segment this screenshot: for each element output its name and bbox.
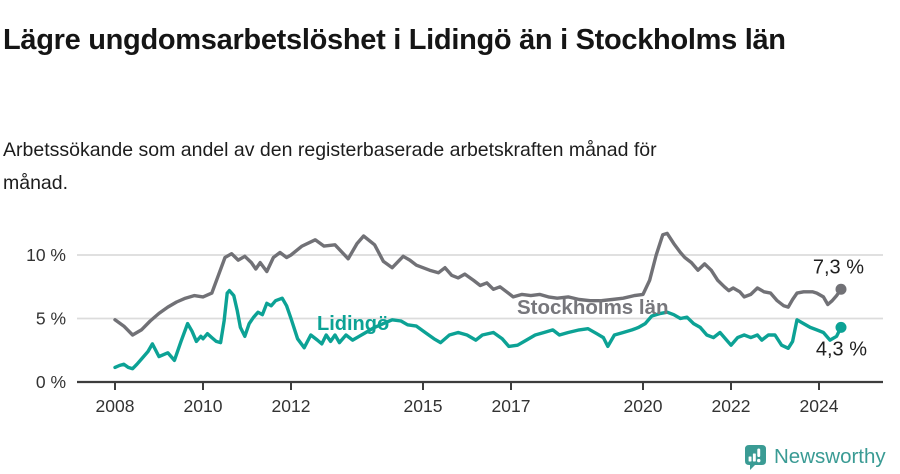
- newsworthy-wordmark: Newsworthy: [774, 445, 886, 468]
- x-tick-label-2020: 2020: [624, 396, 663, 416]
- series-line-liding: [113, 288, 843, 371]
- y-tick-label-10: 10 %: [26, 245, 66, 265]
- x-tick-label-2017: 2017: [492, 396, 531, 416]
- page-title: Lägre ungdomsarbetslöshet i Lidingö än i…: [3, 24, 786, 57]
- series-label-stockholms-l-n: Stockholms län: [517, 296, 669, 319]
- y-tick-label-5: 5 %: [36, 309, 66, 329]
- newsworthy-logo[interactable]: Newsworthy: [744, 443, 886, 471]
- x-tick-label-2010: 2010: [184, 396, 223, 416]
- end-value-label-stockholms-l-n: 7,3 %: [813, 256, 864, 278]
- chart-subtitle: Arbetssökande som andel av den registerb…: [3, 138, 657, 194]
- x-tick-label-2012: 2012: [272, 396, 311, 416]
- y-tick-label-0: 0 %: [36, 372, 66, 392]
- x-tick-label-2008: 2008: [96, 396, 135, 416]
- x-tick-label-2024: 2024: [800, 396, 839, 416]
- end-value-label-liding: 4,3 %: [816, 338, 867, 360]
- series-line-stockholms-l-n: [113, 231, 843, 337]
- series-end-dot-stockholms-l-n: [835, 283, 847, 295]
- series-end-dot-liding: [835, 321, 847, 333]
- series-label-liding: Lidingö: [317, 313, 389, 335]
- x-tick-label-2015: 2015: [404, 396, 443, 416]
- newsworthy-bubble-chart-icon: [745, 445, 766, 470]
- x-tick-label-2022: 2022: [712, 396, 751, 416]
- line-chart: 0 % 5 % 10 % 2008 2010 2012 2015 2017 2020 2022 20…: [26, 231, 883, 416]
